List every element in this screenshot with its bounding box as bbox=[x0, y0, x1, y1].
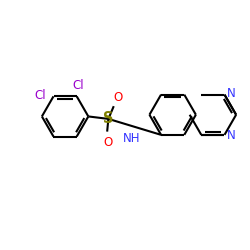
Text: N: N bbox=[227, 87, 236, 100]
Text: Cl: Cl bbox=[34, 88, 46, 102]
Text: N: N bbox=[227, 129, 236, 142]
Text: NH: NH bbox=[123, 132, 140, 145]
Text: Cl: Cl bbox=[72, 79, 84, 92]
Text: S: S bbox=[103, 112, 114, 126]
Text: O: O bbox=[114, 91, 123, 104]
Text: O: O bbox=[104, 136, 113, 149]
